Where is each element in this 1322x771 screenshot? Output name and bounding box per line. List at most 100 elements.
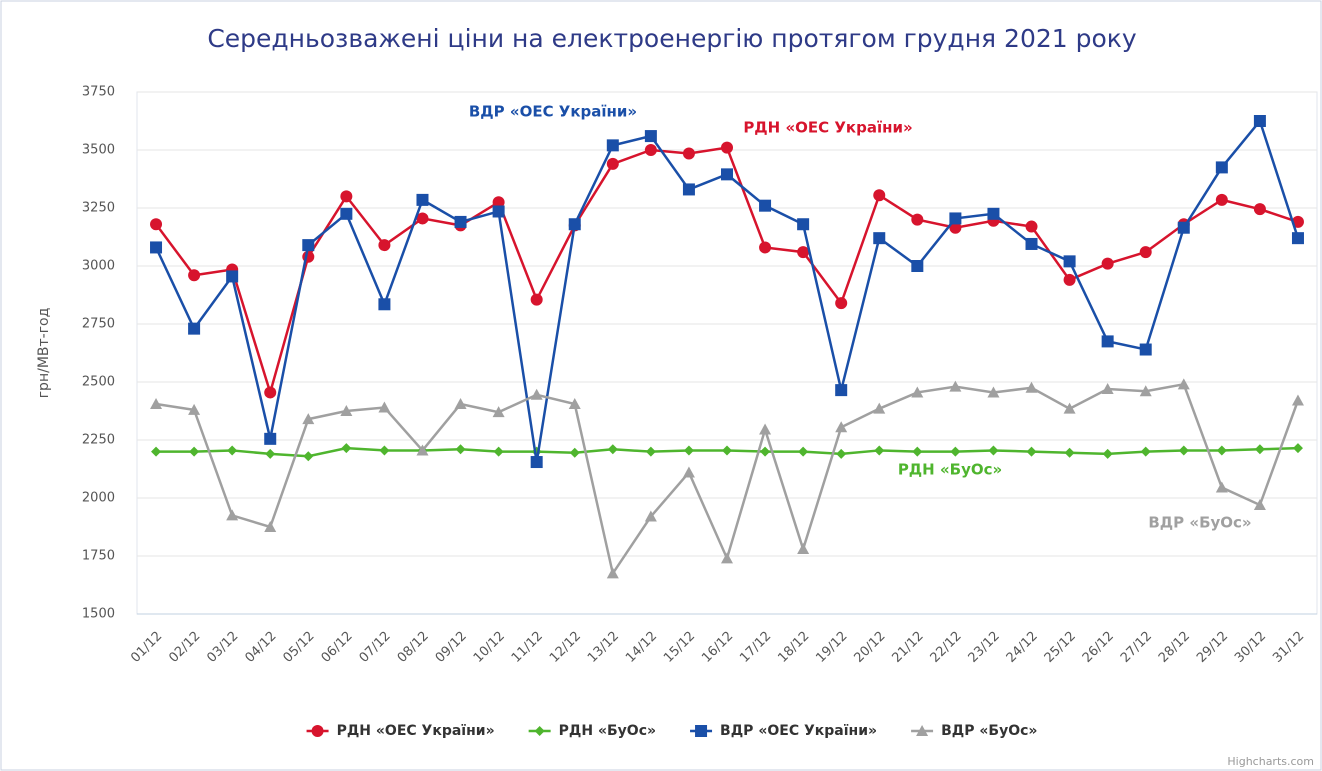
chart-title: Середньозважені ціни на електроенергію п…: [207, 24, 1137, 53]
y-tick-label: 3250: [82, 201, 115, 216]
data-point: [721, 168, 733, 181]
data-point: [264, 432, 277, 445]
data-point: [1101, 257, 1114, 270]
data-point: [721, 552, 733, 564]
data-point: [912, 446, 923, 457]
data-point: [189, 446, 200, 457]
y-tick-label: 2000: [82, 491, 115, 506]
data-point: [1140, 446, 1151, 457]
data-point: [949, 221, 962, 234]
legend-item: ВДР «БуОс»: [911, 723, 1037, 739]
y-tick-label: 2500: [82, 375, 115, 390]
data-point: [606, 157, 619, 170]
data-point: [987, 207, 1000, 220]
data-point: [1215, 161, 1228, 174]
legend-marker: [311, 725, 324, 737]
data-point: [949, 212, 962, 225]
data-point: [151, 446, 162, 457]
data-point: [836, 448, 847, 459]
data-point: [530, 388, 543, 400]
data-point: [378, 239, 391, 252]
y-tick-label: 3000: [82, 259, 115, 274]
data-point: [606, 139, 619, 152]
data-point: [682, 466, 695, 478]
data-point: [1215, 481, 1228, 493]
data-point: [492, 406, 505, 418]
data-point: [1291, 394, 1304, 406]
data-point: [264, 386, 277, 399]
data-point: [722, 445, 732, 456]
data-point: [1253, 203, 1266, 216]
data-point: [492, 205, 505, 218]
data-point: [416, 212, 429, 225]
data-point: [1253, 115, 1266, 127]
data-point: [1025, 237, 1038, 250]
data-point: [340, 207, 353, 220]
data-point: [1178, 445, 1189, 456]
data-point: [1139, 385, 1152, 397]
y-tick-label: 2250: [82, 433, 115, 448]
data-point: [416, 444, 429, 456]
data-point: [797, 218, 810, 231]
y-axis-label: грн/МВт-год: [36, 308, 52, 399]
data-point: [493, 446, 504, 457]
data-point: [606, 567, 619, 579]
data-point: [835, 421, 848, 433]
data-point: [873, 402, 886, 414]
annotation: ВДР «БуОс»: [1148, 514, 1251, 532]
data-point: [988, 445, 999, 456]
data-point: [188, 322, 201, 335]
data-point: [1101, 382, 1114, 394]
legend-label: ВДР «ОЕС України»: [720, 723, 877, 739]
data-point: [264, 521, 277, 532]
data-point: [874, 445, 885, 456]
data-point: [950, 446, 961, 457]
data-point: [682, 147, 695, 160]
data-point: [1139, 343, 1152, 356]
annotation: РДН «БуОс»: [898, 461, 1002, 479]
data-point: [416, 193, 429, 206]
annotation: РДН «ОЕС України»: [743, 119, 912, 137]
data-point: [150, 241, 163, 254]
data-point: [340, 405, 353, 416]
data-point: [644, 144, 657, 156]
data-point: [798, 446, 809, 457]
data-point: [1063, 273, 1076, 286]
data-point: [911, 213, 924, 226]
data-point: [302, 413, 315, 425]
data-point: [454, 215, 467, 228]
data-point: [303, 451, 314, 462]
data-point: [530, 456, 543, 469]
data-point: [645, 446, 656, 457]
data-point: [760, 446, 771, 457]
data-point: [188, 403, 201, 415]
data-point: [644, 130, 657, 143]
legend-label: РДН «БуОс»: [559, 723, 656, 739]
data-point: [1292, 443, 1303, 454]
data-point: [568, 218, 581, 231]
data-point: [226, 270, 239, 283]
legend-marker: [916, 725, 929, 736]
legend-marker: [534, 726, 545, 736]
data-point: [1177, 378, 1190, 390]
data-point: [873, 189, 886, 202]
legend-marker: [695, 725, 708, 737]
data-point: [1063, 402, 1076, 414]
data-point: [644, 510, 657, 522]
data-point: [797, 543, 810, 555]
data-point: [1291, 232, 1304, 245]
y-tick-label: 3750: [82, 85, 115, 100]
legend-item: РДН «БуОс»: [528, 723, 656, 739]
data-point: [1216, 445, 1227, 456]
annotation: ВДР «ОЕС України»: [469, 103, 637, 121]
legend-item: РДН «ОЕС України»: [306, 723, 495, 739]
data-point: [911, 386, 924, 398]
data-point: [1025, 381, 1038, 393]
data-point: [1215, 193, 1228, 206]
data-point: [455, 444, 466, 455]
data-point: [378, 298, 391, 311]
data-point: [569, 447, 580, 458]
y-tick-label: 1500: [82, 607, 115, 622]
data-point: [302, 239, 315, 252]
data-point: [378, 401, 391, 413]
